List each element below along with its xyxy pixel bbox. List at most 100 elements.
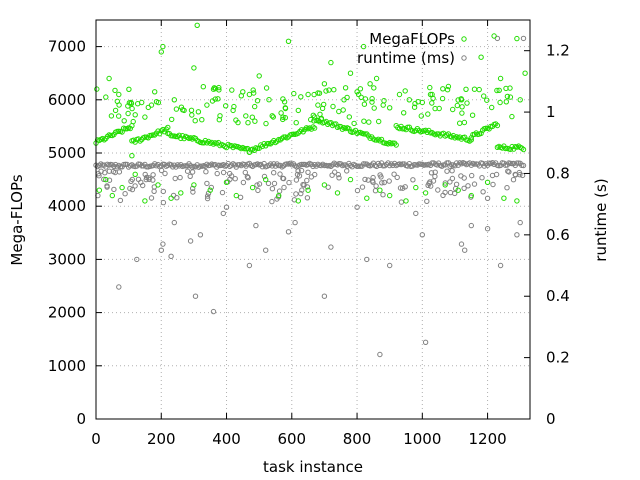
x-tick-label: 1000	[403, 430, 441, 448]
y2-tick-label: 0.2	[546, 349, 570, 367]
runtime-point	[150, 177, 156, 183]
megaflops-point	[276, 192, 282, 199]
y2-tick-label: 0.8	[546, 164, 570, 182]
megaflops-point	[425, 111, 431, 117]
megaflops-outlier	[282, 105, 288, 111]
runtime-point	[424, 198, 430, 205]
megaflops-point	[412, 100, 418, 107]
runtime-point	[104, 184, 110, 190]
runtime-outlier	[354, 204, 360, 210]
runtime-point	[489, 160, 496, 166]
megaflops-point	[241, 146, 248, 152]
megaflops-outlier	[429, 91, 435, 98]
megaflops-point	[280, 134, 287, 140]
runtime-point	[484, 195, 491, 202]
megaflops-outlier	[210, 86, 217, 92]
runtime-point	[240, 179, 247, 186]
runtime-point	[514, 160, 520, 166]
megaflops-point	[450, 106, 456, 113]
megaflops-point	[173, 133, 179, 140]
megaflops-outlier	[380, 102, 386, 108]
megaflops-point	[112, 87, 118, 94]
megaflops-point	[401, 110, 407, 116]
megaflops-point	[293, 120, 299, 126]
megaflops-outlier	[129, 153, 135, 159]
megaflops-point	[357, 86, 364, 92]
megaflops-point	[263, 120, 269, 127]
megaflops-point	[459, 110, 465, 116]
runtime-point	[344, 168, 350, 174]
megaflops-point	[439, 95, 446, 102]
megaflops-point	[132, 171, 138, 178]
runtime-outlier	[263, 247, 269, 253]
megaflops-point	[249, 114, 256, 120]
megaflops-point	[326, 87, 332, 93]
runtime-point	[172, 175, 178, 182]
runtime-outlier	[197, 232, 204, 238]
megaflops-point	[422, 190, 429, 196]
megaflops-outlier	[478, 54, 484, 60]
megaflops-point	[346, 114, 352, 120]
runtime-outlier	[210, 308, 217, 315]
y-tick-label: 2000	[48, 304, 86, 322]
megaflops-point	[455, 187, 461, 193]
runtime-point	[304, 195, 311, 201]
megaflops-point	[281, 99, 288, 105]
megaflops-point	[250, 87, 256, 93]
x-axis-label: task instance	[263, 458, 363, 476]
megaflops-point	[494, 87, 500, 94]
megaflops-outlier	[106, 75, 112, 82]
legend: MegaFLOPs runtime (ms)	[357, 30, 467, 67]
runtime-point	[428, 183, 434, 189]
megaflops-point	[243, 113, 249, 119]
runtime-outlier	[520, 35, 527, 42]
runtime-point	[265, 180, 272, 187]
megaflops-outlier	[139, 99, 145, 106]
megaflops-outlier	[445, 83, 452, 90]
megaflops-point	[142, 114, 148, 120]
runtime-point	[300, 161, 306, 168]
megaflops-point	[178, 104, 185, 110]
runtime-outlier	[116, 284, 122, 290]
megaflops-point	[334, 190, 341, 196]
runtime-point	[116, 169, 123, 175]
runtime-point	[135, 176, 142, 183]
megaflops-point	[165, 124, 171, 131]
runtime-outlier	[514, 232, 520, 238]
runtime-point	[520, 162, 527, 169]
runtime-point	[128, 178, 134, 185]
runtime-point	[442, 189, 448, 196]
runtime-point	[489, 172, 496, 179]
megaflops-outlier	[230, 107, 236, 114]
megaflops-point	[468, 192, 474, 199]
y-axis-label: Mega-FLOPs	[8, 174, 26, 265]
megaflops-point	[116, 128, 122, 135]
megaflops-point	[442, 182, 448, 188]
runtime-point	[510, 177, 517, 183]
runtime-point	[373, 183, 379, 189]
runtime-point	[394, 174, 400, 181]
runtime-point	[293, 191, 299, 197]
megaflops-outlier	[112, 107, 119, 114]
runtime-point	[356, 163, 362, 169]
megaflops-point	[494, 122, 501, 129]
megaflops-point	[356, 129, 362, 136]
megaflops-point	[376, 118, 382, 125]
megaflops-point	[230, 144, 236, 151]
runtime-point	[465, 183, 471, 189]
megaflops-point	[142, 134, 148, 140]
runtime-point	[204, 195, 211, 202]
megaflops-outlier	[181, 107, 187, 114]
megaflops-point	[155, 182, 161, 188]
runtime-point	[127, 185, 133, 192]
megaflops-point	[267, 141, 274, 147]
megaflops-point	[342, 85, 349, 91]
megaflops-point	[321, 182, 328, 188]
megaflops-point	[497, 99, 503, 106]
y-tick-label: 5000	[48, 144, 86, 162]
megaflops-point	[361, 101, 368, 107]
megaflops-point	[340, 107, 346, 113]
runtime-outlier	[160, 241, 166, 247]
megaflops-point	[168, 195, 174, 201]
